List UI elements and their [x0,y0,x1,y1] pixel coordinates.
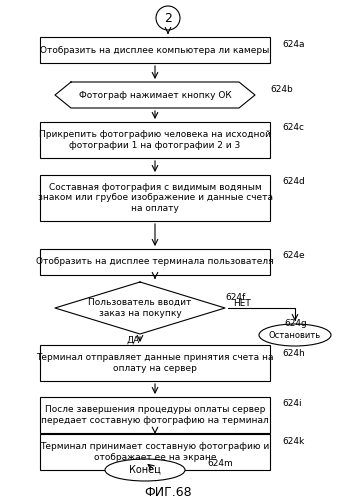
Text: 624m: 624m [207,460,233,469]
FancyBboxPatch shape [40,37,270,63]
Text: Остановить: Остановить [269,330,321,339]
Text: Терминал принимает составную фотографию и
отображает ее на экране: Терминал принимает составную фотографию … [40,442,270,462]
Polygon shape [55,282,225,334]
Text: 624f: 624f [225,293,245,302]
Polygon shape [55,82,255,108]
Text: Терминал отправляет данные принятия счета на
оплату на сервер: Терминал отправляет данные принятия счет… [36,353,274,373]
FancyBboxPatch shape [40,122,270,158]
Text: Отобразить на дисплее терминала пользователя: Отобразить на дисплее терминала пользова… [36,257,274,266]
Text: Отобразить на дисплее компьютера ли камеры: Отобразить на дисплее компьютера ли каме… [40,45,270,54]
FancyBboxPatch shape [40,345,270,381]
Text: Конец: Конец [129,465,161,475]
Text: ДА: ДА [127,335,140,344]
FancyBboxPatch shape [40,434,270,470]
Text: 624d: 624d [282,178,305,187]
FancyBboxPatch shape [40,397,270,433]
Text: Прикрепить фотографию человека на исходной
фотографии 1 на фотографии 2 и 3: Прикрепить фотографию человека на исходн… [39,130,271,150]
Text: 624a: 624a [282,39,305,48]
Text: 624b: 624b [270,84,293,93]
Ellipse shape [259,324,331,346]
Text: 624e: 624e [282,250,305,259]
Text: 624g: 624g [284,318,307,327]
FancyBboxPatch shape [40,175,270,221]
Text: Фотограф нажимает кнопку ОК: Фотограф нажимает кнопку ОК [79,90,232,99]
Text: Пользователь вводит
заказ на покупку: Пользователь вводит заказ на покупку [88,298,192,318]
Text: НЕТ: НЕТ [233,298,251,307]
Text: 624i: 624i [282,399,302,408]
Circle shape [156,6,180,30]
Ellipse shape [105,459,185,481]
Text: После завершения процедуры оплаты сервер
передает составную фотографию на термин: После завершения процедуры оплаты сервер… [41,405,269,425]
Text: 624k: 624k [282,437,304,446]
Text: ФИГ.68: ФИГ.68 [145,486,192,499]
Text: 2: 2 [164,11,172,24]
FancyBboxPatch shape [40,249,270,275]
Text: 624c: 624c [282,122,304,132]
Text: Составная фотография с видимым водяным
знаком или грубое изображение и данные сч: Составная фотография с видимым водяным з… [37,183,273,213]
Text: 624h: 624h [282,348,305,357]
